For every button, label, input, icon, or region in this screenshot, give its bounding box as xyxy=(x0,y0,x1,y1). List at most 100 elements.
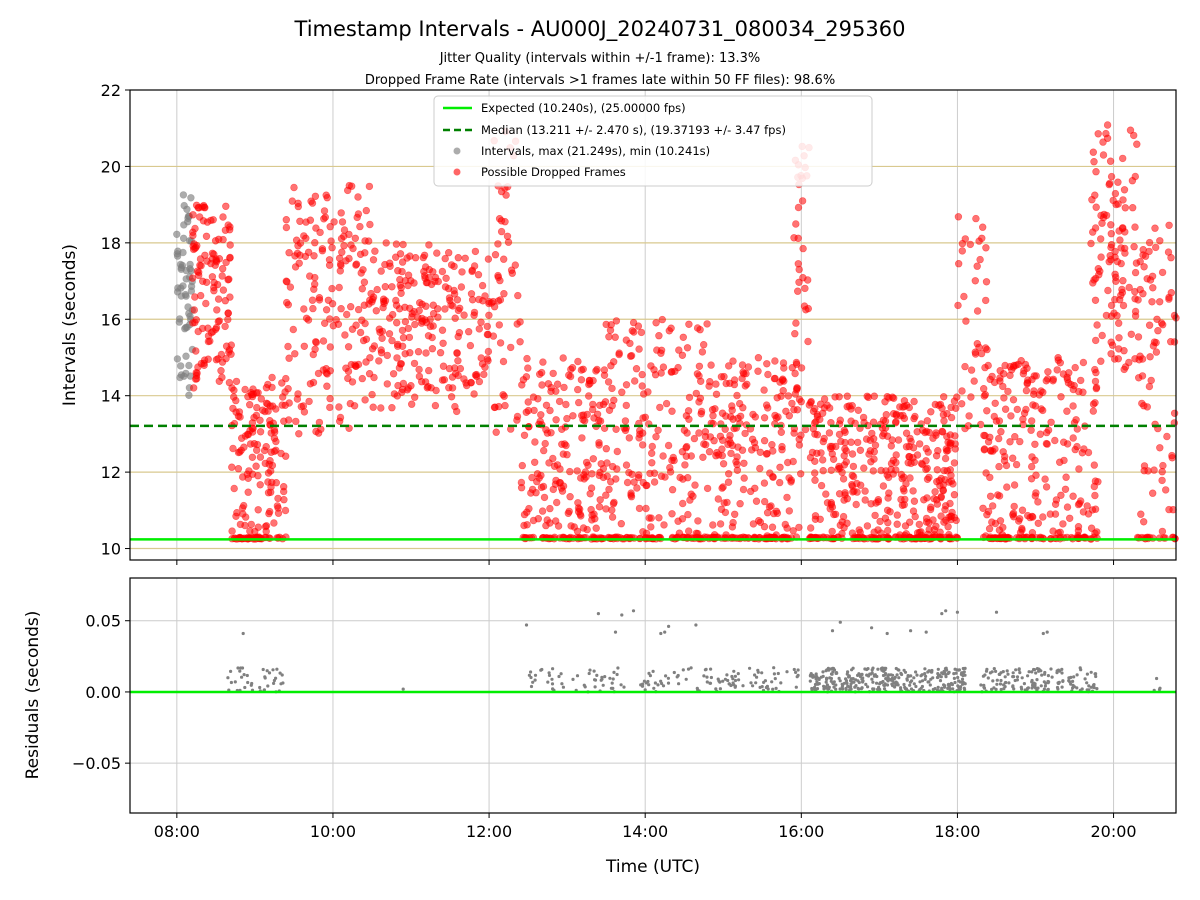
interval-point xyxy=(871,441,880,449)
interval-point xyxy=(537,483,546,492)
interval-point xyxy=(528,473,536,482)
interval-point xyxy=(1042,377,1051,385)
interval-point xyxy=(726,413,735,421)
interval-point xyxy=(965,412,973,420)
interval-point xyxy=(797,364,806,372)
residual-point xyxy=(733,685,737,689)
interval-point xyxy=(1027,426,1035,434)
residual-point xyxy=(547,673,552,678)
interval-point xyxy=(611,333,619,341)
interval-point xyxy=(612,317,621,325)
interval-point xyxy=(933,466,941,474)
interval-point xyxy=(813,431,822,439)
residual-point xyxy=(726,678,730,683)
interval-point xyxy=(328,284,336,293)
interval-point xyxy=(902,480,910,488)
residual-point xyxy=(756,670,760,674)
interval-point xyxy=(1091,491,1099,500)
interval-point xyxy=(922,444,930,453)
interval-point xyxy=(982,244,990,252)
interval-point xyxy=(201,251,209,260)
interval-point xyxy=(291,263,300,271)
interval-point xyxy=(604,378,613,386)
interval-point xyxy=(695,362,704,370)
residual-point xyxy=(895,681,899,685)
interval-point xyxy=(399,379,408,388)
residual-point xyxy=(770,680,774,684)
residual-point xyxy=(529,670,533,674)
interval-point xyxy=(1107,301,1116,310)
interval-point xyxy=(789,527,797,535)
residual-point xyxy=(1030,678,1034,683)
interval-point xyxy=(518,381,526,389)
interval-point xyxy=(946,466,954,474)
residual-point xyxy=(872,674,877,678)
interval-point xyxy=(337,209,345,217)
interval-point xyxy=(422,318,431,327)
residual-point xyxy=(847,675,851,679)
interval-point xyxy=(754,367,762,375)
interval-point xyxy=(906,474,914,482)
interval-point xyxy=(756,464,764,473)
interval-point xyxy=(497,187,506,196)
interval-point xyxy=(545,459,553,467)
residual-point xyxy=(914,670,918,674)
interval-point xyxy=(909,444,918,452)
residual-point xyxy=(267,671,272,675)
residuals-panel: −0.050.000.05 08:00 10:00 12:00 14:00 16:00 1… xyxy=(23,560,1177,877)
interval-point xyxy=(438,267,447,276)
residual-point xyxy=(951,687,955,691)
interval-point xyxy=(714,495,722,503)
interval-point xyxy=(634,473,643,482)
interval-point xyxy=(282,216,290,224)
residual-point xyxy=(924,630,928,634)
interval-point xyxy=(1046,510,1055,518)
interval-point xyxy=(173,230,181,239)
interval-point xyxy=(735,399,744,408)
residual-point xyxy=(830,629,835,633)
interval-point xyxy=(362,335,371,343)
interval-point xyxy=(943,432,951,441)
interval-point xyxy=(1089,148,1098,156)
residual-point xyxy=(571,677,575,682)
residual-point xyxy=(929,677,933,681)
interval-point xyxy=(354,360,363,369)
residual-point xyxy=(1056,687,1060,691)
interval-point xyxy=(697,410,705,418)
interval-point xyxy=(1090,158,1098,166)
interval-point xyxy=(703,320,711,328)
interval-point xyxy=(950,459,959,467)
interval-point xyxy=(211,237,220,245)
interval-point xyxy=(1091,224,1100,232)
interval-point xyxy=(709,412,717,420)
interval-point xyxy=(856,446,865,454)
interval-point xyxy=(764,370,772,379)
residual-point xyxy=(1003,675,1007,679)
residual-point xyxy=(963,673,967,677)
residual-point xyxy=(593,685,597,689)
interval-point xyxy=(627,489,635,497)
residual-point xyxy=(656,683,660,687)
residual-point xyxy=(1012,687,1016,691)
interval-point xyxy=(219,213,227,221)
residual-point xyxy=(1067,679,1071,683)
interval-point xyxy=(587,484,596,492)
interval-point xyxy=(1121,204,1130,212)
interval-point xyxy=(282,452,290,460)
interval-point xyxy=(1145,382,1154,391)
interval-point xyxy=(973,340,981,348)
residual-point xyxy=(705,675,709,679)
interval-point xyxy=(1012,460,1021,469)
residual-point xyxy=(988,671,993,675)
interval-point xyxy=(1099,151,1108,159)
interval-point xyxy=(799,274,807,282)
interval-point xyxy=(354,305,363,314)
interval-point xyxy=(566,493,574,501)
interval-point xyxy=(431,277,439,286)
interval-point xyxy=(773,509,782,517)
interval-point xyxy=(396,250,405,258)
interval-point xyxy=(1147,376,1155,385)
residual-point xyxy=(810,686,814,691)
interval-point xyxy=(338,218,347,226)
interval-point xyxy=(345,254,353,263)
